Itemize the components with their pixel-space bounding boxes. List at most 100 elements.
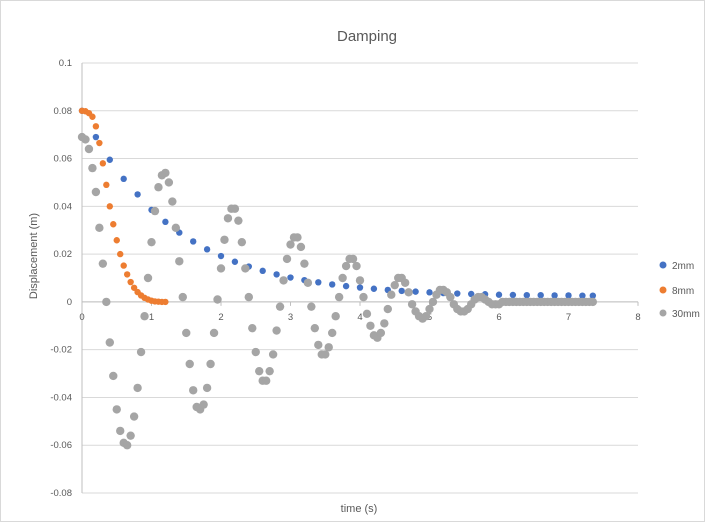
- point-2mm: [92, 133, 100, 141]
- point-30mm: [251, 347, 260, 357]
- point-30mm: [206, 359, 215, 369]
- point-30mm: [109, 371, 118, 381]
- point-2mm: [203, 246, 211, 253]
- point-30mm: [446, 292, 455, 302]
- point-30mm: [202, 383, 212, 393]
- point-2mm: [495, 291, 503, 298]
- point-30mm: [387, 290, 396, 299]
- point-2mm: [565, 292, 572, 299]
- point-8mm: [89, 113, 96, 120]
- point-30mm: [171, 223, 181, 233]
- point-8mm: [103, 181, 110, 189]
- point-8mm: [130, 284, 138, 291]
- point-30mm: [168, 197, 177, 206]
- point-8mm: [127, 278, 134, 286]
- point-30mm: [105, 338, 115, 347]
- point-30mm: [279, 276, 288, 285]
- point-30mm: [216, 264, 226, 273]
- point-30mm: [98, 259, 108, 268]
- point-8mm: [120, 262, 127, 269]
- point-2mm: [287, 274, 294, 281]
- point-30mm: [265, 366, 274, 376]
- point-2mm: [537, 292, 544, 299]
- point-30mm: [275, 302, 285, 311]
- legend-label-2mm: 2mm: [672, 261, 694, 272]
- point-30mm: [296, 242, 306, 252]
- chart-title: Damping: [337, 28, 397, 45]
- x-tick-label: 8: [635, 312, 640, 323]
- point-30mm: [334, 292, 344, 302]
- point-30mm: [81, 135, 90, 144]
- point-2mm: [190, 238, 197, 245]
- point-2mm: [134, 191, 141, 198]
- legend-label-8mm: 8mm: [672, 286, 694, 297]
- point-30mm: [244, 292, 253, 302]
- point-30mm: [140, 312, 149, 321]
- legend-item-30mm: 30mm: [659, 309, 700, 320]
- point-30mm: [321, 350, 330, 359]
- point-8mm: [110, 221, 117, 228]
- point-8mm: [162, 298, 169, 306]
- point-2mm: [273, 271, 280, 278]
- point-30mm: [261, 376, 271, 385]
- point-30mm: [88, 163, 97, 173]
- point-30mm: [314, 340, 323, 350]
- legend-item-8mm: 8mm: [659, 286, 694, 297]
- point-30mm: [185, 359, 194, 369]
- point-30mm: [282, 254, 292, 264]
- point-30mm: [328, 328, 337, 338]
- point-2mm: [162, 218, 169, 226]
- legend-item-2mm: 2mm: [659, 261, 694, 272]
- y-tick-label: -0.06: [50, 440, 72, 451]
- point-30mm: [126, 431, 135, 440]
- point-30mm: [189, 386, 198, 395]
- point-30mm: [161, 168, 170, 178]
- point-30mm: [230, 204, 240, 213]
- legend-marker-2mm: [659, 261, 667, 269]
- point-2mm: [589, 292, 597, 299]
- point-30mm: [223, 214, 233, 223]
- point-2mm: [454, 290, 461, 297]
- point-2mm: [315, 279, 322, 286]
- point-30mm: [352, 261, 361, 271]
- point-30mm: [213, 295, 222, 304]
- point-2mm: [412, 288, 419, 295]
- point-30mm: [248, 323, 257, 333]
- point-30mm: [407, 300, 417, 309]
- point-8mm: [106, 203, 114, 210]
- y-tick-label: 0.08: [54, 106, 73, 117]
- data-series: [77, 107, 598, 450]
- y-tick-label: -0.04: [50, 392, 72, 403]
- point-30mm: [404, 288, 413, 297]
- point-30mm: [425, 304, 434, 314]
- point-2mm: [398, 287, 405, 295]
- point-30mm: [286, 240, 295, 249]
- point-30mm: [234, 216, 243, 225]
- point-30mm: [341, 261, 351, 271]
- y-tick-label: -0.02: [50, 345, 72, 356]
- point-30mm: [175, 257, 184, 266]
- x-tick-label: 6: [496, 312, 501, 323]
- point-30mm: [129, 412, 139, 421]
- point-30mm: [428, 297, 438, 307]
- point-30mm: [366, 321, 375, 330]
- x-axis-title: time (s): [341, 503, 378, 515]
- point-8mm: [92, 123, 100, 130]
- point-8mm: [117, 250, 124, 258]
- point-30mm: [133, 383, 142, 393]
- point-30mm: [355, 276, 365, 285]
- point-30mm: [237, 237, 247, 247]
- point-30mm: [338, 273, 347, 283]
- point-30mm: [220, 235, 229, 244]
- point-30mm: [116, 426, 125, 436]
- point-30mm: [390, 280, 399, 290]
- point-30mm: [209, 328, 219, 338]
- legend: 2mm 8mm 30mm: [659, 261, 700, 320]
- point-30mm: [383, 304, 392, 314]
- y-tick-label: 0.02: [54, 249, 73, 260]
- point-30mm: [255, 366, 264, 376]
- point-30mm: [310, 323, 320, 333]
- point-30mm: [380, 319, 389, 328]
- point-30mm: [91, 187, 101, 197]
- point-2mm: [426, 289, 433, 296]
